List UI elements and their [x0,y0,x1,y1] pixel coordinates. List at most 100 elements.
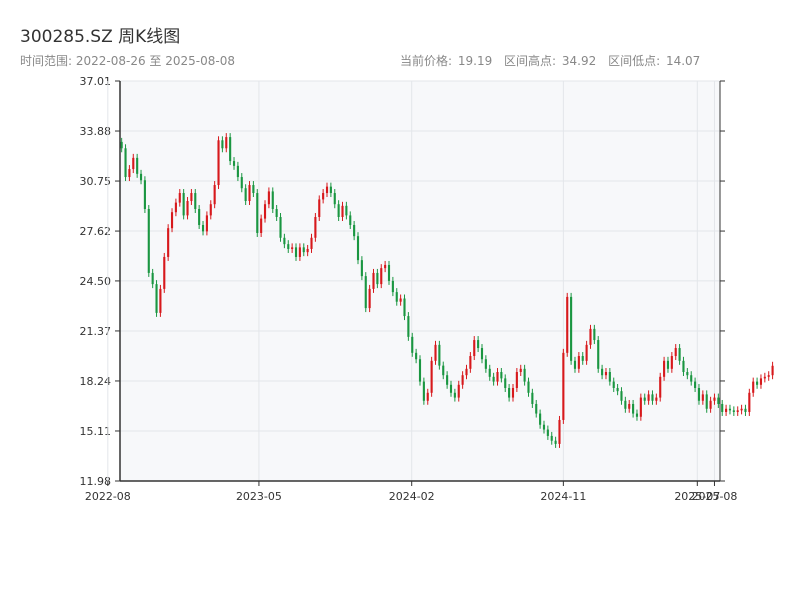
candle-body [732,410,735,412]
candle-body [519,368,522,373]
candle-body [325,186,329,194]
candle-body [597,340,600,369]
candle-body [461,375,464,385]
candle-body [430,360,433,393]
candle-body [128,169,131,178]
candle-body [771,365,774,376]
candle-body [539,413,542,425]
candle-body [391,280,394,293]
candle-body [256,193,259,233]
candle-body [322,193,325,200]
candle-body [337,204,340,217]
candle-body [186,201,189,216]
candle-body [577,356,580,369]
candle-body [523,368,526,382]
candle-body [194,193,197,210]
current-price-label: 当前价格: 19.19 [400,54,493,68]
candle-body [690,375,693,382]
candle-body [139,173,143,181]
candle-body [124,148,127,178]
candle-body [229,137,232,162]
candle-body [178,193,181,203]
candle-body [756,381,759,385]
candle-body [659,376,662,398]
candle-body [477,340,480,349]
candle-body [163,256,166,289]
candle-body [670,356,673,369]
candle-body [674,348,677,357]
range-high-label: 区间高点: 34.92 [504,54,597,68]
candle-body [632,403,635,414]
candle-body [717,397,720,404]
candle-body [294,247,298,257]
candle-body [248,185,251,202]
candle-body [628,403,631,409]
candle-body [748,392,751,412]
candle-body [566,296,569,353]
candle-body [167,228,170,257]
candle-body [655,397,658,401]
x-tick-label: 2024-11 [540,490,586,503]
candle-body [531,392,534,404]
candle-body [174,202,177,213]
candle-body [120,141,123,149]
candle-body [415,352,418,360]
candle-body [232,161,236,166]
candle-body [368,288,371,309]
y-tick-label: 24.50 [80,275,112,288]
candle-body [570,296,573,361]
candle-body [345,205,348,216]
candle-body [434,344,437,361]
candle-body [446,375,449,385]
price-stats: 当前价格: 19.19 区间高点: 34.92 区间低点: 14.07 [400,52,706,69]
candle-body [240,177,243,189]
candle-body [260,218,263,233]
candle-body [395,292,398,302]
candle-body [449,384,453,393]
candle-body [480,348,484,360]
candle-body [155,284,158,313]
candle-body [279,216,282,238]
y-tick-label: 30.75 [80,175,112,188]
candle-body [500,372,503,379]
candle-body [608,372,611,382]
candle-body [484,359,487,369]
candle-body [465,368,468,376]
candle-body [620,391,623,401]
candle-body [515,372,518,388]
candle-body [438,344,441,366]
candle-body [376,272,379,285]
candle-body [263,204,267,219]
candle-body [589,328,592,345]
y-tick-label: 15.11 [80,425,112,438]
candle-body [201,224,205,232]
candle-body [504,378,507,388]
candle-body [647,394,650,401]
candle-body [372,272,375,289]
y-tick-label: 37.01 [80,75,112,88]
y-tick-label: 27.62 [80,225,112,238]
candle-body [728,408,732,411]
candle-body [763,376,766,379]
candle-body [573,360,577,369]
candle-body [236,165,239,178]
candle-body [333,193,336,205]
candle-body [426,392,429,401]
candle-body [558,419,561,444]
candle-body [616,387,619,392]
candle-body [624,400,627,409]
candle-body [418,359,422,382]
candle-body [686,372,689,376]
candle-body [399,298,402,302]
candle-body [612,381,615,388]
candle-body [767,375,770,377]
candle-body [271,191,274,210]
candle-body [744,408,747,412]
candle-body [678,348,681,361]
candle-body [190,193,193,202]
candle-body [453,392,456,398]
candle-body [488,368,491,377]
candle-body [422,381,425,401]
candle-body [298,247,301,257]
candle-body [581,356,584,361]
